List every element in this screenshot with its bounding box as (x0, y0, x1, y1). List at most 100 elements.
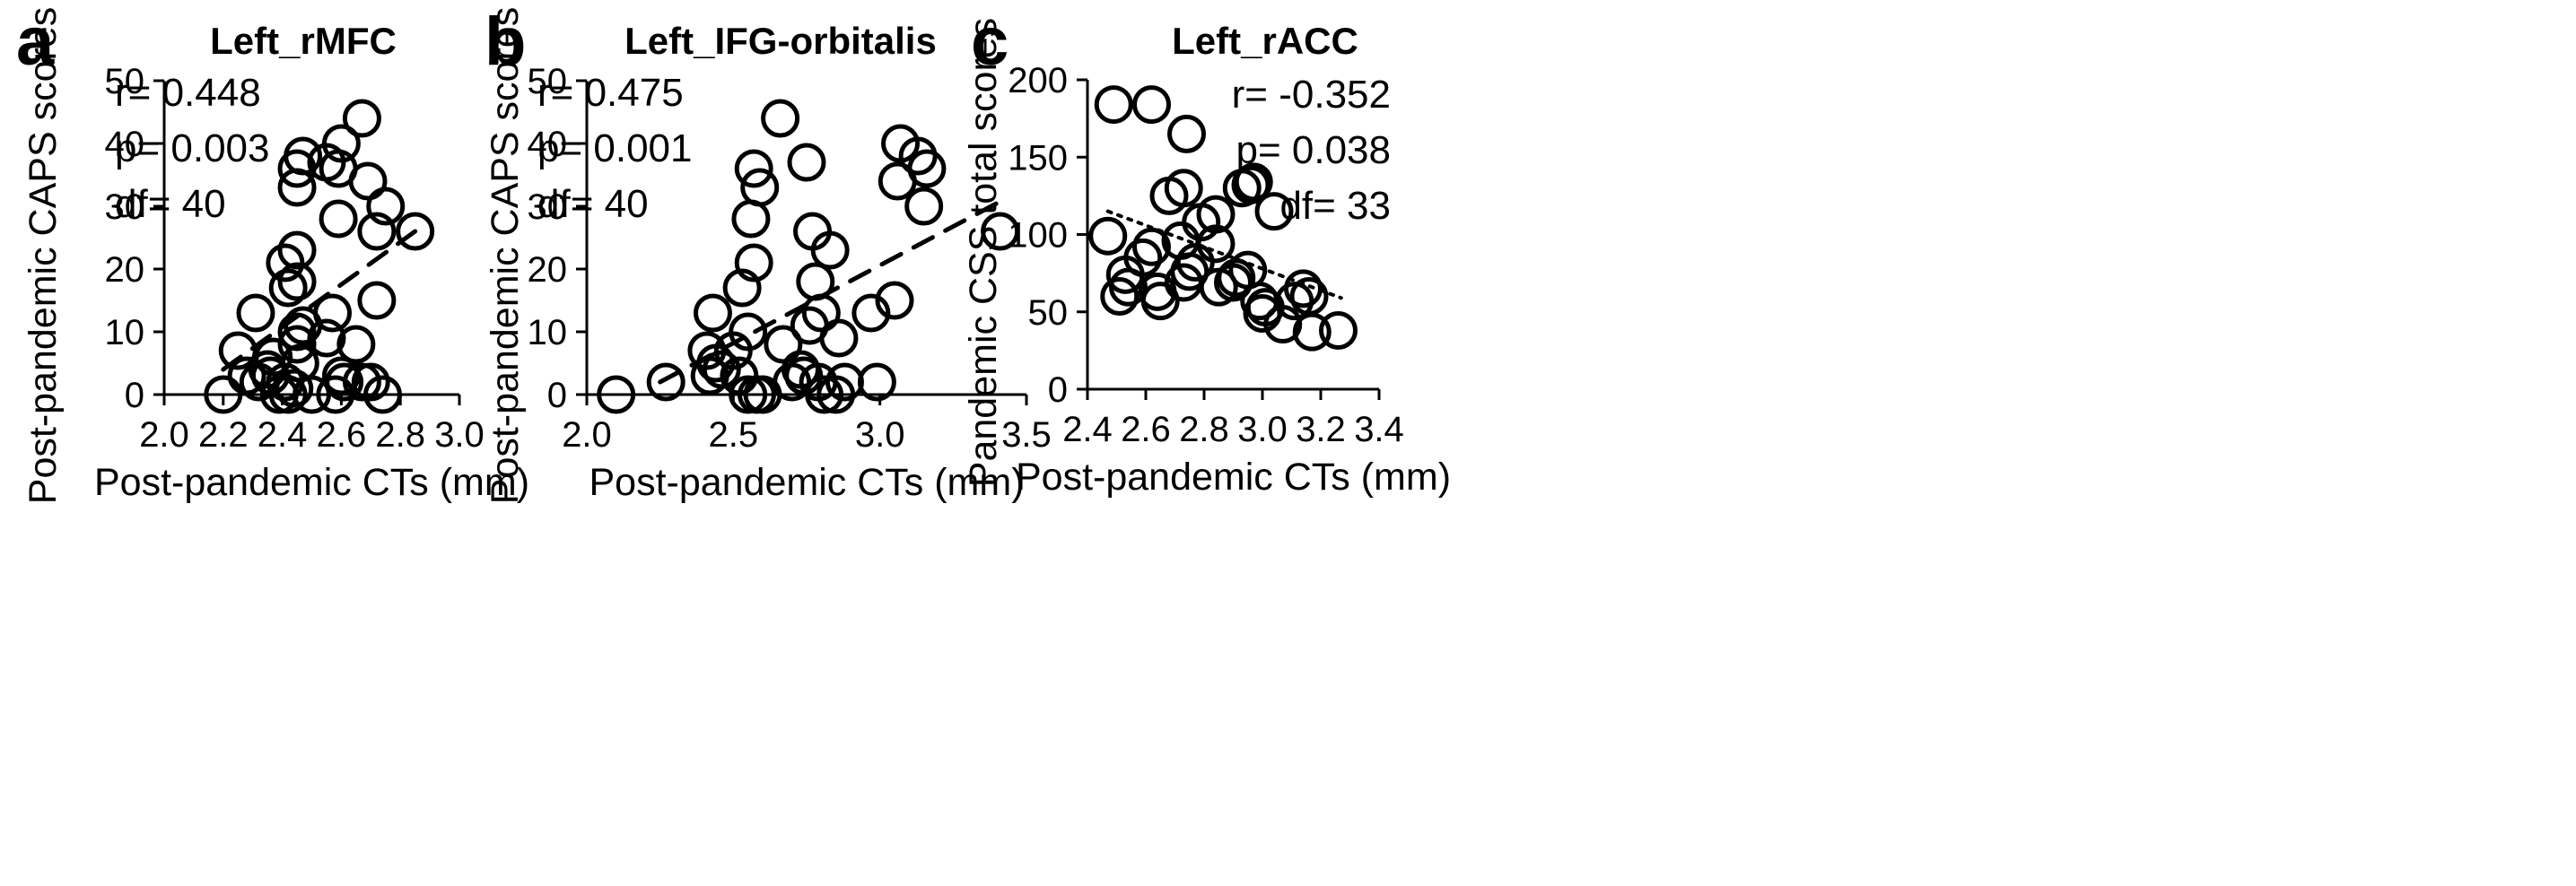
y-tick-label: 10 (528, 313, 568, 352)
data-point (266, 243, 305, 282)
data-point (268, 268, 308, 308)
data-point (293, 375, 331, 414)
panel-title: Left_rACC (1172, 20, 1358, 62)
x-tick-label: 3.0 (434, 415, 485, 455)
data-point (734, 149, 773, 188)
data-point (204, 375, 243, 414)
stat-label: r= 0.475 (537, 71, 684, 115)
x-tick-label: 2.8 (375, 415, 425, 455)
data-point (307, 318, 346, 358)
y-tick-label: 30 (528, 187, 568, 227)
data-point (904, 187, 944, 226)
x-tick-label: 2.5 (709, 415, 759, 455)
y-tick-label: 20 (528, 250, 568, 290)
data-point (1140, 282, 1180, 321)
data-point (1088, 216, 1128, 256)
data-point (1094, 85, 1133, 125)
panel-title: Left_rMFC (210, 20, 397, 62)
data-point (277, 230, 317, 270)
data-point (801, 293, 841, 333)
data-point (1292, 312, 1332, 352)
data-point (357, 281, 397, 320)
data-point (396, 212, 435, 251)
data-point (351, 362, 390, 402)
y-tick-label: 0 (547, 376, 567, 415)
data-point (731, 199, 771, 239)
y-tick-label: 40 (105, 125, 145, 164)
data-point (1167, 114, 1206, 153)
panel-letter: b (485, 4, 526, 80)
data-point (277, 262, 317, 301)
stat-label: p= 0.003 (115, 126, 270, 170)
x-tick-label: 3.2 (1296, 410, 1346, 449)
x-tick-label: 2.4 (258, 415, 308, 455)
data-point (362, 375, 402, 414)
stat-label: df= 40 (115, 182, 226, 226)
data-point (357, 212, 397, 251)
data-point (342, 99, 381, 138)
stat-label: r= 0.448 (115, 71, 261, 115)
data-point (1284, 269, 1323, 308)
data-point (851, 293, 891, 333)
y-axis-label: Post-pandemic CAPS scores (22, 7, 65, 504)
data-point (254, 337, 293, 377)
data-point (810, 230, 850, 270)
data-point (729, 312, 768, 352)
x-axis-label: Post-pandemic CTs (mm) (1016, 456, 1451, 499)
data-point (236, 293, 275, 333)
stat-label: p= 0.001 (537, 126, 693, 170)
y-tick-label: 30 (105, 187, 145, 227)
data-point (1170, 252, 1209, 291)
data-point (321, 124, 361, 163)
x-tick-label: 2.0 (562, 415, 612, 455)
x-tick-label: 3.5 (1001, 415, 1052, 455)
x-tick-label: 2.6 (1121, 410, 1171, 449)
x-axis-label: Post-pandemic CTs (mm) (589, 461, 1024, 504)
data-point (1254, 192, 1294, 231)
data-point (1319, 310, 1358, 350)
data-point (1132, 227, 1171, 266)
data-point (722, 268, 762, 308)
data-point (1196, 224, 1236, 264)
y-tick-label: 0 (1048, 370, 1068, 410)
stat-label: p= 0.038 (1236, 128, 1392, 172)
data-point (218, 331, 258, 370)
data-point (313, 293, 353, 333)
y-tick-label: 50 (1028, 293, 1069, 333)
data-point (366, 187, 406, 226)
x-tick-label: 2.4 (1062, 410, 1113, 449)
panel-title: Left_IFG-orbitalis (624, 20, 937, 62)
x-axis-label: Post-pandemic CTs (mm) (94, 461, 529, 504)
data-point (1132, 85, 1171, 125)
data-point (857, 362, 896, 402)
data-point (277, 312, 317, 352)
data-point (284, 136, 323, 176)
x-tick-label: 3.4 (1354, 410, 1404, 449)
data-point (740, 168, 780, 207)
data-point (1164, 169, 1203, 208)
x-tick-label: 2.6 (317, 415, 367, 455)
data-point (348, 161, 388, 201)
x-tick-label: 2.2 (198, 415, 249, 455)
data-point (796, 262, 835, 301)
data-point (325, 362, 364, 402)
x-tick-label: 3.0 (855, 415, 905, 455)
data-point (875, 281, 914, 320)
panel-letter: c (971, 4, 1009, 80)
data-point (1123, 238, 1163, 277)
data-point (805, 375, 844, 414)
y-tick-label: 20 (105, 250, 145, 290)
y-tick-label: 200 (1008, 61, 1068, 100)
data-point (787, 143, 826, 182)
y-tick-label: 40 (528, 125, 568, 164)
data-point (693, 293, 732, 333)
stat-label: df= 40 (537, 182, 649, 226)
data-point (646, 362, 685, 402)
data-point (981, 212, 1020, 251)
data-point (907, 149, 947, 188)
data-point (761, 99, 800, 138)
data-point (1196, 195, 1236, 234)
